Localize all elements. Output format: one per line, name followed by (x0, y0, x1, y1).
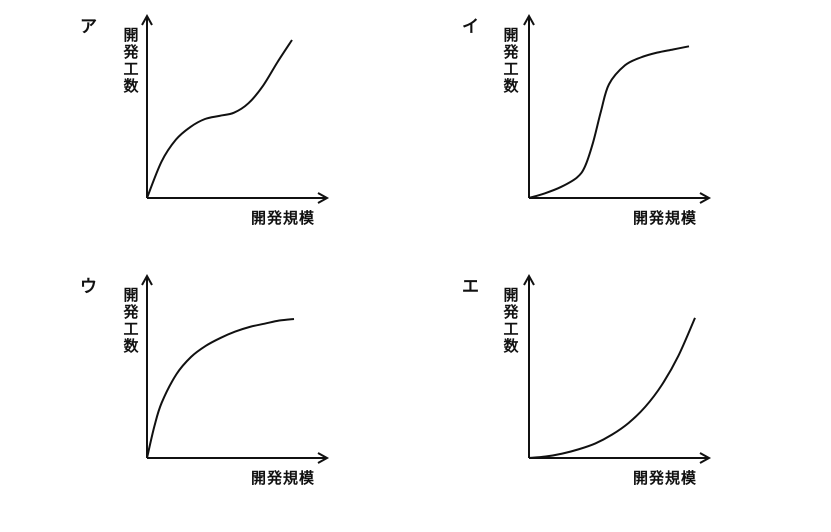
y-axis-arrow (141, 13, 153, 26)
series-line (146, 39, 293, 199)
series-line (146, 317, 295, 459)
chart-panel-a (141, 13, 330, 204)
x-axis-label: 開発規模 (251, 469, 316, 487)
x-axis-arrow (699, 192, 712, 204)
x-axis-arrow (699, 452, 712, 464)
chart-panel-e (523, 273, 712, 464)
y-axis-arrow (523, 13, 535, 26)
panel-label: ア (80, 17, 97, 37)
y-axis-arrow (141, 273, 153, 286)
x-axis-arrow (317, 192, 330, 204)
x-axis-label: 開発規模 (633, 209, 698, 227)
x-axis-label: 開発規模 (251, 209, 316, 227)
panel-label: エ (462, 277, 479, 297)
y-axis-label: 開発工数 (503, 26, 519, 95)
chart-panel-i (523, 13, 712, 204)
y-axis-label: 開発工数 (123, 26, 139, 95)
chart-panel-u (141, 273, 330, 464)
panel-label: ウ (80, 277, 97, 297)
series-line (528, 317, 696, 459)
y-axis-label: 開発工数 (503, 286, 519, 355)
x-axis-label: 開発規模 (633, 469, 698, 487)
y-axis-arrow (523, 273, 535, 286)
x-axis-arrow (317, 452, 330, 464)
panel-label: イ (462, 17, 479, 37)
y-axis-label: 開発工数 (123, 286, 139, 355)
series-line (528, 45, 690, 199)
